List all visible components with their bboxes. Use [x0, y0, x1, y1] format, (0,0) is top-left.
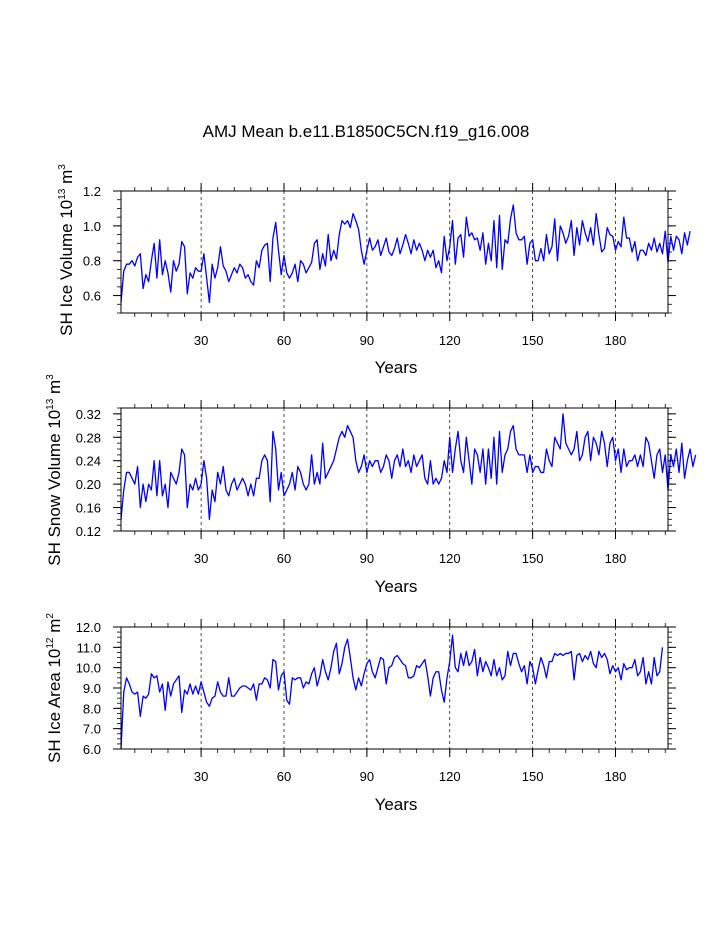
ice-area-ytick-label: 11.0	[77, 640, 101, 655]
ice-area-ytick-label: 10.0	[76, 661, 101, 676]
ice-volume-ytick-label: 0.6	[83, 289, 101, 304]
snow-volume-plot-frame	[120, 407, 669, 532]
snow-volume-xtick-label: 120	[439, 551, 461, 566]
ice-area-xtick-label: 180	[605, 769, 627, 784]
snow-volume-ylabel-exp: 13	[45, 398, 56, 410]
ice-volume-ytick-label: 1.0	[83, 219, 101, 234]
ice-area-ylabel: SH Ice Area 1012 m2	[45, 613, 64, 763]
snow-volume-xtick-label: 180	[605, 551, 627, 566]
ice-area-series-line	[120, 634, 664, 750]
ice-volume-ylabel-unit: m	[57, 170, 76, 189]
ice-area-ylabel-unit: m	[45, 619, 64, 638]
snow-volume-ytick-label: 0.20	[76, 477, 101, 492]
snow-volume-xtick-label: 150	[522, 551, 544, 566]
snow-volume-ytick-label: 0.12	[76, 524, 101, 539]
ice-area-ylabel-prefix: SH Ice Area 10	[45, 649, 64, 763]
snow-volume-ytick-label: 0.16	[76, 501, 101, 516]
ice-volume-ylabel-exp: 13	[57, 188, 68, 200]
snow-volume-ylabel-unit: m	[45, 380, 64, 399]
ice-volume-xlabel: Years	[375, 358, 418, 377]
snow-volume-ylabel-unit-exp: 3	[45, 374, 56, 380]
ice-area-ylabel-exp: 12	[45, 637, 56, 649]
snow-volume-xtick-label: 30	[194, 551, 208, 566]
ice-area-plot-frame	[120, 626, 669, 750]
ice-area-ytick-label: 7.0	[83, 722, 101, 737]
ice-volume-panel: Years SH Ice Volume 1013 m3 0.6 0.8 1.0 1.2…	[57, 164, 691, 377]
chart-title: AMJ Mean b.e11.B1850C5CN.f19_g16.008	[203, 122, 530, 141]
ice-volume-xtick-label: 120	[439, 333, 461, 348]
ice-volume-xtick-label: 180	[605, 333, 627, 348]
ice-area-ytick-label: 6.0	[83, 742, 101, 757]
ice-area-ytick-label: 8.0	[83, 701, 101, 716]
snow-volume-xtick-label: 60	[277, 551, 291, 566]
ice-volume-ylabel-prefix: SH Ice Volume 10	[57, 200, 76, 336]
ice-volume-series-line	[120, 204, 691, 304]
ice-volume-xtick-label: 60	[277, 333, 291, 348]
ice-area-xtick-label: 30	[194, 769, 208, 784]
ice-volume-xtick-label: 150	[522, 333, 544, 348]
snow-volume-xlabel: Years	[375, 577, 418, 596]
ice-area-ytick-label: 9.0	[83, 681, 101, 696]
snow-volume-ytick-label: 0.32	[76, 407, 101, 422]
snow-volume-xtick-label: 90	[360, 551, 374, 566]
ice-area-xlabel: Years	[375, 795, 418, 814]
ice-area-ylabel-unit-exp: 2	[45, 613, 56, 619]
ice-area-ytick-label: 12.0	[76, 620, 101, 635]
ice-volume-ytick-label: 0.8	[83, 254, 101, 269]
ice-volume-ylabel-unit-exp: 3	[57, 164, 68, 170]
ice-area-panel: Years SH Ice Area 1012 m2 6.0 7.0 8.0 9.0 10…	[45, 613, 676, 814]
ice-area-xtick-label: 150	[522, 769, 544, 784]
ice-volume-xtick-label: 90	[360, 333, 374, 348]
snow-volume-ylabel-prefix: SH Snow Volume 10	[45, 410, 64, 566]
ice-volume-ylabel: SH Ice Volume 1013 m3	[57, 164, 76, 336]
ice-area-xtick-label: 90	[360, 769, 374, 784]
snow-volume-series-line	[120, 413, 697, 520]
ice-area-xtick-label: 120	[439, 769, 461, 784]
snow-volume-ylabel: SH Snow Volume 1013 m3	[45, 374, 64, 566]
snow-volume-ytick-label: 0.24	[76, 454, 101, 469]
ice-volume-plot-frame	[120, 190, 669, 314]
snow-volume-panel: Years SH Snow Volume 1013 m3 0.12 0.16 0.2…	[45, 374, 697, 596]
ice-area-xtick-label: 60	[277, 769, 291, 784]
snow-volume-ytick-label: 0.28	[76, 430, 101, 445]
ice-volume-ytick-label: 1.2	[83, 184, 101, 199]
ice-volume-xtick-label: 30	[194, 333, 208, 348]
